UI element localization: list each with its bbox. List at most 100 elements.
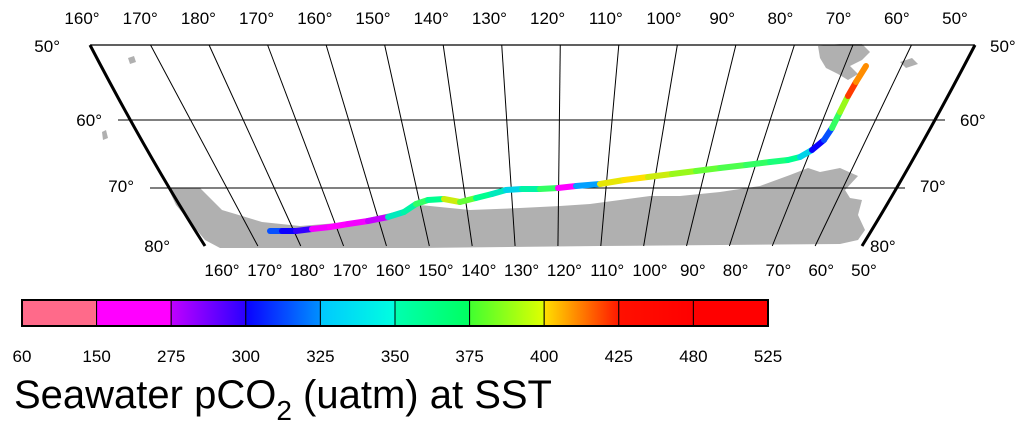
top-longitude-label: 180°: [181, 9, 216, 28]
colorbar-title: Seawater pCO2 (uatm) at SST: [14, 372, 552, 426]
colorbar-segment: [469, 299, 545, 327]
bottom-longitude-label: 70°: [766, 261, 792, 280]
bottom-longitude-label: 160°: [204, 261, 239, 280]
meridian-line: [814, 44, 912, 247]
colorbar-segment: [170, 299, 247, 327]
top-longitude-label: 60°: [884, 9, 910, 28]
top-longitude-label: 170°: [239, 9, 274, 28]
meridian-line: [600, 44, 620, 247]
top-longitude-label: 140°: [414, 9, 449, 28]
top-longitude-label: 80°: [768, 9, 794, 28]
bottom-longitude-label: 160°: [376, 261, 411, 280]
meridian-line: [384, 44, 430, 247]
top-longitude-label: 160°: [64, 9, 99, 28]
track-segment: [555, 183, 579, 191]
colorbar-segment: [96, 299, 172, 327]
top-longitude-label: 150°: [355, 9, 390, 28]
track-segment: [345, 218, 371, 227]
track-segment: [743, 159, 773, 168]
track-segment: [621, 174, 651, 183]
bottom-longitude-label: 90°: [680, 261, 706, 280]
title-main: Seawater pCO: [14, 373, 277, 417]
track-segment: [693, 165, 723, 174]
meridian-line: [728, 44, 795, 247]
top-longitude-label: 120°: [530, 9, 565, 28]
title-rest: (uatm) at SST: [291, 373, 552, 417]
colorbar-segment: [543, 299, 620, 327]
land-masses: [102, 44, 918, 248]
bottom-longitude-label: 130°: [504, 261, 539, 280]
track-segment: [327, 221, 351, 230]
map-figure: 160° 170° 180° 170° 160° 150° 140° 130° 120° 110°…: [13, 9, 1016, 366]
colorbar-segment: [319, 299, 396, 327]
track-segment: [573, 181, 603, 189]
left-latitude-label: 70°: [108, 177, 134, 196]
right-latitude-label: 60°: [960, 111, 986, 130]
bottom-longitude-label: 120°: [547, 261, 582, 280]
left-latitude-label: 60°: [76, 111, 102, 130]
colorbar-tick-label: 300: [232, 347, 260, 366]
colorbar: [21, 299, 769, 327]
bottom-longitude-label: 170°: [333, 261, 368, 280]
top-longitude-labels: 160° 170° 180° 170° 160° 150° 140° 130° 120° 110°…: [64, 9, 967, 28]
colorbar-tick-label: 325: [306, 347, 334, 366]
meridian-line: [771, 44, 854, 247]
colorbar-segment: [21, 299, 98, 327]
left-latitude-label: 50°: [34, 37, 60, 56]
meridian-line: [686, 44, 737, 247]
antarctica-land: [168, 168, 865, 248]
track-segment: [767, 157, 791, 165]
track-segment: [853, 63, 869, 85]
bottom-longitude-label: 180°: [290, 261, 325, 280]
bottom-longitude-label: 100°: [632, 261, 667, 280]
island-1: [128, 56, 136, 64]
island-2: [102, 130, 108, 140]
bottom-longitude-labels: 160° 170° 180° 170° 160° 150° 140° 130° 120° 110°…: [204, 261, 876, 280]
track-segment: [597, 177, 627, 187]
top-longitude-label: 70°: [826, 9, 852, 28]
bottom-longitude-label: 50°: [851, 261, 877, 280]
bottom-longitude-label: 150°: [418, 261, 453, 280]
colorbar-tick-label: 60: [13, 347, 32, 366]
right-latitude-label: 80°: [870, 237, 896, 256]
colorbar-tick-label: 480: [679, 347, 707, 366]
meridian-line: [267, 44, 345, 247]
track-segment: [365, 214, 391, 224]
bottom-longitude-label: 80°: [723, 261, 749, 280]
right-latitude-label: 50°: [990, 37, 1016, 56]
left-frame: [88, 44, 207, 247]
colorbar-tick-label: 400: [530, 347, 558, 366]
top-longitude-label: 130°: [472, 9, 507, 28]
meridian-line: [208, 44, 302, 247]
left-latitude-labels: 50° 60° 70° 80°: [34, 37, 170, 256]
colorbar-segment: [692, 299, 769, 327]
colorbar-tick-label: 150: [82, 347, 110, 366]
meridian-line: [643, 44, 678, 247]
title-subscript: 2: [276, 395, 292, 426]
top-longitude-label: 170°: [123, 9, 158, 28]
colorbar-tick-label: 525: [754, 347, 782, 366]
ship-track: [267, 63, 869, 234]
colorbar-tick-label: 350: [381, 347, 409, 366]
colorbar-segment: [245, 299, 321, 327]
colorbar-tick-label: 275: [157, 347, 185, 366]
right-latitude-label: 70°: [920, 177, 946, 196]
right-latitude-labels: 50° 60° 70° 80°: [870, 37, 1016, 256]
right-frame: [860, 44, 977, 247]
meridian-line: [557, 44, 561, 247]
colorbar-segment: [618, 299, 694, 327]
meridian-line: [442, 44, 473, 247]
top-longitude-label: 110°: [589, 9, 623, 28]
colorbar-segment: [394, 299, 471, 327]
meridian-line: [501, 44, 516, 247]
left-latitude-label: 80°: [144, 237, 170, 256]
track-segment: [537, 185, 561, 192]
meridian-line: [150, 44, 259, 247]
track-segment: [717, 162, 749, 171]
meridian-line: [325, 44, 387, 247]
top-longitude-label: 160°: [297, 9, 332, 28]
top-longitude-label: 100°: [646, 9, 681, 28]
colorbar-tick-labels: 60 150 275 300 325 350 375 400 425 480 525: [13, 347, 783, 366]
track-segment: [645, 171, 675, 180]
track-segment: [309, 224, 333, 232]
